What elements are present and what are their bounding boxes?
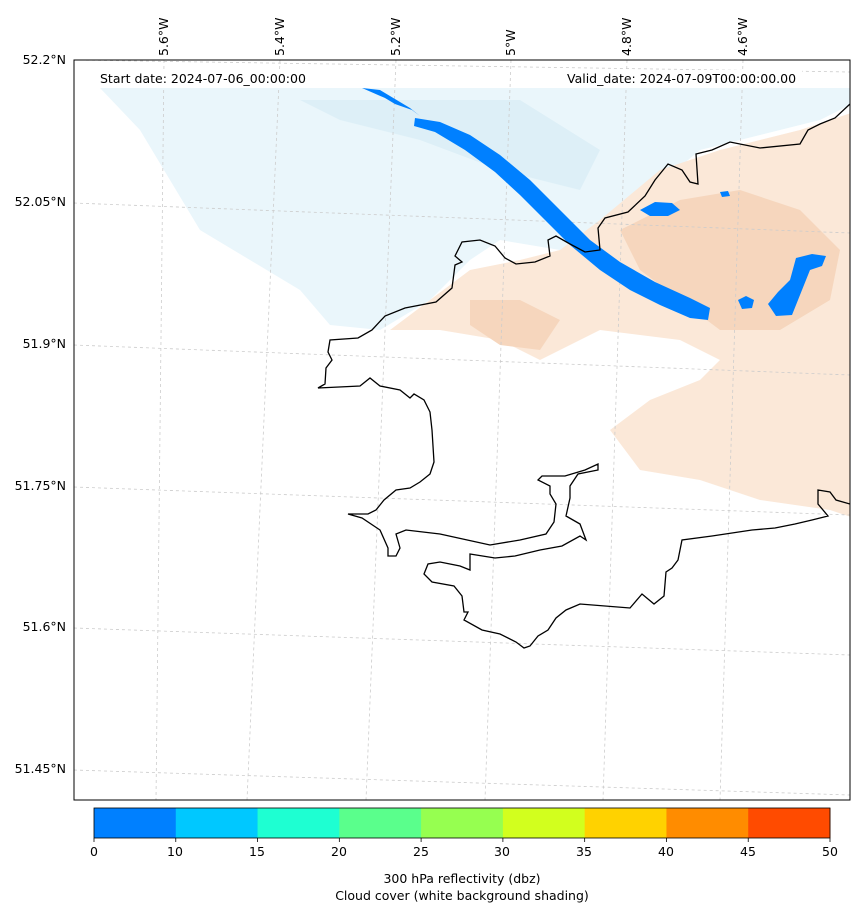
colorbar-segment [339, 808, 422, 838]
colorbar-segment [502, 808, 586, 838]
lon-label-5-6w: 5.6°W [156, 17, 171, 57]
colorbar-title-line1: 300 hPa reflectivity (dbz) [383, 871, 541, 886]
colorbar-tick: 50 [822, 844, 838, 859]
lon-label-5w: 5°W [503, 29, 518, 56]
colorbar-title-line2: Cloud cover (white background shading) [335, 888, 589, 903]
lon-label-4-6w: 4.6°W [735, 17, 750, 57]
lon-label-5-2w: 5.2°W [388, 17, 403, 57]
reflectivity-cell-3 [768, 254, 826, 316]
reflectivity-cell-4 [738, 296, 754, 309]
colorbar-segment [257, 808, 340, 838]
lat-label-51-9: 51.9°N [22, 336, 66, 351]
reflectivity-band-main [362, 88, 710, 320]
colorbar-tick: 20 [331, 844, 347, 859]
colorbar-tick: 30 [494, 844, 510, 859]
colorbar [93, 807, 831, 842]
colorbar-segment [421, 808, 504, 838]
colorbar-frame [93, 807, 831, 839]
lon-label-5-4w: 5.4°W [272, 17, 287, 57]
reflectivity-cell-1 [640, 202, 680, 216]
colorbar-tick: 15 [249, 844, 265, 859]
lat-label-51-6: 51.6°N [22, 619, 66, 634]
start-date-label: Start date: 2024-07-06_00:00:00 [94, 70, 312, 87]
valid-date-label: Valid_date: 2024-07-09T00:00:00.00 [561, 70, 803, 87]
cloud-shading-orange-patch [470, 300, 560, 350]
reflectivity-0-10 [362, 88, 826, 320]
colorbar-tick: 40 [658, 844, 674, 859]
colorbar-tick: 10 [167, 844, 183, 859]
colorbar-tick: 35 [576, 844, 592, 859]
colorbar-tick: 25 [413, 844, 429, 859]
cloud-shading-blue [100, 88, 850, 330]
colorbar-tick: 0 [90, 844, 98, 859]
cloud-shading-blue-dark [300, 100, 600, 190]
colorbar-segment [94, 808, 177, 838]
lat-label-51-45: 51.45°N [14, 761, 66, 776]
colorbar-segment [584, 808, 667, 838]
lat-label-51-75: 51.75°N [14, 478, 66, 493]
lat-label-52-2: 52.2°N [22, 52, 66, 67]
colorbar-segment [748, 808, 831, 838]
lon-label-4-8w: 4.8°W [619, 17, 634, 57]
map-frame [73, 59, 851, 801]
colorbar-tick: 45 [740, 844, 756, 859]
colorbar-segment [175, 808, 259, 838]
reflectivity-cell-2 [720, 191, 730, 197]
coastline [317, 103, 850, 649]
lat-label-52-05: 52.05°N [14, 194, 66, 209]
colorbar-segment [666, 808, 749, 838]
